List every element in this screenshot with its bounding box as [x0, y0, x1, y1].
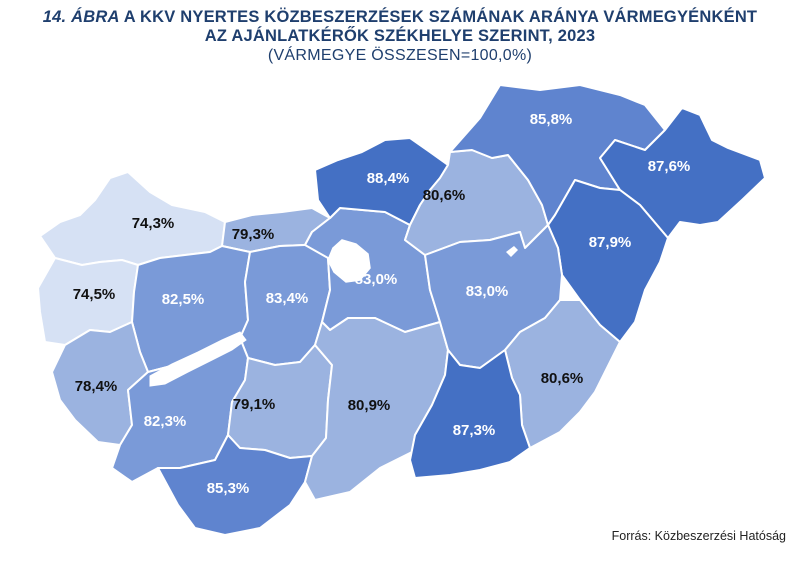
county-value-zala: 78,4% [75, 378, 118, 395]
title-line2: AZ AJÁNLATKÉRŐK SZÉKHELYE SZERINT, 2023 [204, 27, 596, 45]
county-value-heves: 80,6% [423, 187, 466, 204]
budapest-area [327, 239, 371, 283]
lake-tisza [506, 246, 518, 257]
county-value-csongrad: 87,3% [453, 422, 496, 439]
county-value-hajdu-bihar: 87,9% [589, 234, 632, 251]
chart-title: 14. ÁBRA A KKV NYERTES KÖZBESZERZÉSEK SZ… [0, 8, 800, 46]
source-note: Forrás: Közbeszerzési Hatóság [611, 529, 786, 543]
county-csongrad [409, 349, 531, 479]
lake-balaton [149, 331, 247, 387]
county-value-pest: 83,0% [355, 271, 398, 288]
county-value-nograd: 88,4% [367, 170, 410, 187]
county-value-bacs-kiskun: 80,9% [348, 397, 391, 414]
value-labels: 74,3% 74,5% 79,3% 82,5% 83,4% 78,4% 82,3% 79,1%… [73, 111, 691, 497]
county-value-tolna: 79,1% [233, 396, 276, 413]
county-value-komarom-esztergom: 79,3% [232, 226, 275, 243]
county-value-vas: 74,5% [73, 286, 116, 303]
county-value-gyor-moson-sopron: 74,3% [132, 215, 175, 232]
county-value-fejer: 83,4% [266, 290, 309, 307]
county-value-somogy: 82,3% [144, 413, 187, 430]
figure-number: 14. ÁBRA [42, 8, 120, 26]
chart-subtitle: (VÁRMEGYE ÖSSZESEN=100,0%) [267, 47, 533, 64]
county-value-szolnok: 83,0% [466, 283, 509, 300]
county-value-bekes: 80,6% [541, 370, 584, 387]
county-value-szabolcs: 87,6% [648, 158, 691, 175]
county-value-borsod: 85,8% [530, 111, 573, 128]
county-value-baranya: 85,3% [207, 480, 250, 497]
title-line1: A KKV NYERTES KÖZBESZERZÉSEK SZÁMÁNAK AR… [119, 8, 758, 26]
county-value-veszprem: 82,5% [162, 291, 205, 308]
